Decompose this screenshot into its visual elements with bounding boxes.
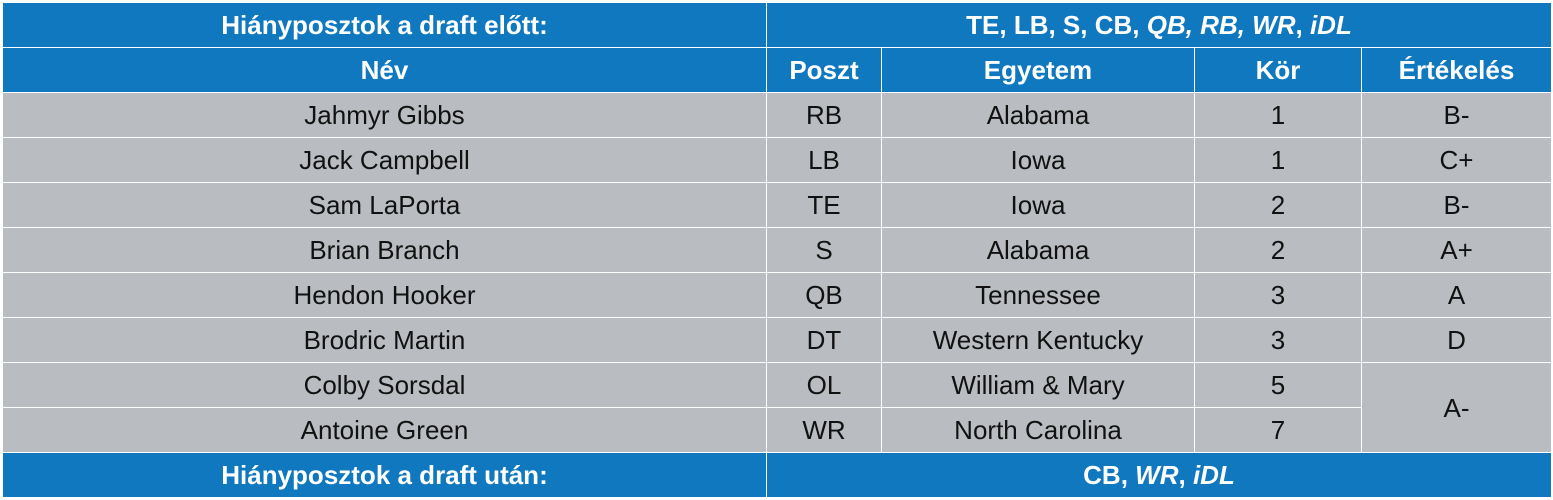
needs-after-sep: ,	[1178, 460, 1193, 490]
table-row: Brian Branch S Alabama 2 A+	[2, 227, 1552, 273]
cell-grade: B-	[1361, 92, 1552, 138]
cell-grade: A	[1361, 272, 1552, 318]
cell-name: Antoine Green	[2, 407, 767, 453]
needs-before-label: Hiányposztok a draft előtt:	[2, 2, 767, 48]
cell-name: Brian Branch	[2, 227, 767, 273]
needs-before-plain: TE, LB, S, CB,	[966, 10, 1147, 40]
needs-after-italic: WR	[1135, 460, 1179, 490]
cell-pos: OL	[766, 362, 882, 408]
cell-name: Hendon Hooker	[2, 272, 767, 318]
cell-round: 3	[1194, 317, 1362, 363]
cell-grade: B-	[1361, 182, 1552, 228]
col-header-grade: Értékelés	[1361, 47, 1552, 93]
cell-round: 1	[1194, 137, 1362, 183]
needs-before-value: TE, LB, S, CB, QB, RB, WR, iDL	[766, 2, 1552, 48]
cell-pos: LB	[766, 137, 882, 183]
cell-college: William & Mary	[881, 362, 1195, 408]
table-row: Colby Sorsdal OL William & Mary 5 A-	[2, 362, 1552, 453]
column-header-row: Név Poszt Egyetem Kör Értékelés	[2, 47, 1552, 93]
table-row: Antoine Green WR North Carolina 7	[2, 407, 1552, 453]
cell-grade: D	[1361, 317, 1552, 363]
cell-pos: RB	[766, 92, 882, 138]
needs-before-italic: QB, RB, WR	[1146, 10, 1296, 40]
cell-pos: QB	[766, 272, 882, 318]
cell-grade-merged: A-	[1361, 362, 1552, 453]
cell-name: Brodric Martin	[2, 317, 767, 363]
cell-round: 2	[1194, 182, 1362, 228]
table-row: Jack Campbell LB Iowa 1 C+	[2, 137, 1552, 183]
cell-round: 3	[1194, 272, 1362, 318]
cell-name: Jack Campbell	[2, 137, 767, 183]
needs-after-row: Hiányposztok a draft után: CB, WR, iDL	[2, 452, 1552, 498]
needs-before-last: iDL	[1309, 10, 1352, 40]
cell-round: 2	[1194, 227, 1362, 273]
needs-after-plain: CB,	[1083, 460, 1136, 490]
col-header-round: Kör	[1194, 47, 1362, 93]
cell-college: Iowa	[881, 137, 1195, 183]
cell-round: 7	[1194, 407, 1362, 453]
table-row: Brodric Martin DT Western Kentucky 3 D	[2, 317, 1552, 363]
col-header-name: Név	[2, 47, 767, 93]
cell-college: Alabama	[881, 92, 1195, 138]
cell-college: North Carolina	[881, 407, 1195, 453]
cell-college: Iowa	[881, 182, 1195, 228]
needs-after-label: Hiányposztok a draft után:	[2, 452, 767, 498]
table-row: Jahmyr Gibbs RB Alabama 1 B-	[2, 92, 1552, 138]
cell-round: 5	[1194, 362, 1362, 408]
cell-pos: DT	[766, 317, 882, 363]
cell-college: Western Kentucky	[881, 317, 1195, 363]
needs-before-row: Hiányposztok a draft előtt: TE, LB, S, C…	[2, 2, 1552, 48]
needs-before-sep: ,	[1295, 10, 1310, 40]
cell-college: Tennessee	[881, 272, 1195, 318]
cell-name: Colby Sorsdal	[2, 362, 767, 408]
cell-pos: TE	[766, 182, 882, 228]
cell-name: Sam LaPorta	[2, 182, 767, 228]
col-header-college: Egyetem	[881, 47, 1195, 93]
needs-after-last: iDL	[1192, 460, 1235, 490]
cell-grade: A+	[1361, 227, 1552, 273]
cell-grade: C+	[1361, 137, 1552, 183]
cell-round: 1	[1194, 92, 1362, 138]
cell-name: Jahmyr Gibbs	[2, 92, 767, 138]
cell-pos: S	[766, 227, 882, 273]
cell-college: Alabama	[881, 227, 1195, 273]
col-header-pos: Poszt	[766, 47, 882, 93]
table-row: Sam LaPorta TE Iowa 2 B-	[2, 182, 1552, 228]
table-row: Hendon Hooker QB Tennessee 3 A	[2, 272, 1552, 318]
needs-after-value: CB, WR, iDL	[766, 452, 1552, 498]
cell-pos: WR	[766, 407, 882, 453]
